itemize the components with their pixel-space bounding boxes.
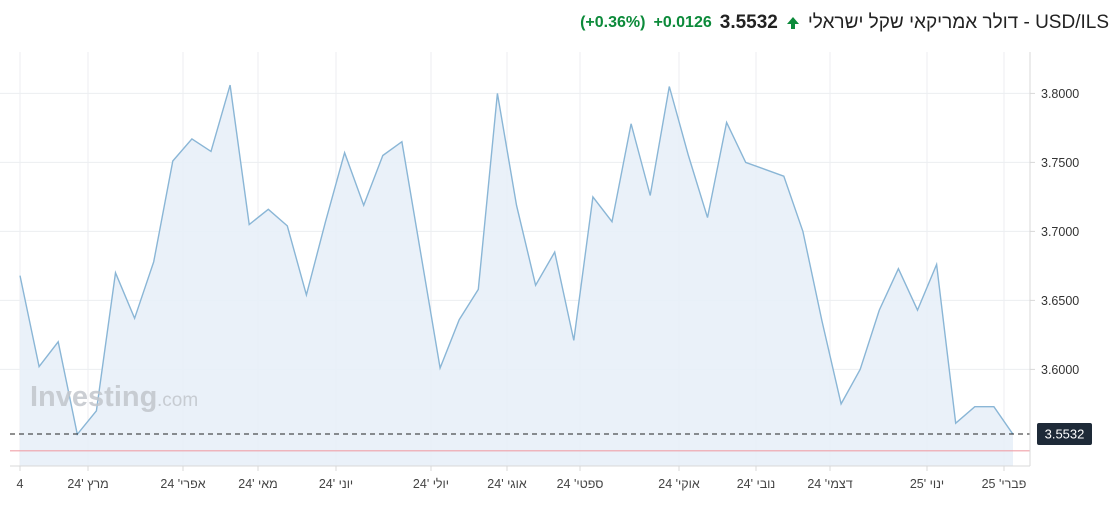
- x-tick-label: ינוי '25: [910, 477, 944, 491]
- x-tick-label: דצמי' 24: [807, 477, 852, 491]
- x-tick-label: אפרי' 24: [160, 477, 205, 491]
- current-price-tag: 3.5532: [1037, 422, 1092, 445]
- y-tick-label: 3.6500: [1041, 294, 1079, 308]
- x-tick-label: 4: [17, 477, 24, 491]
- x-tick-label: נובי '24: [737, 477, 776, 491]
- x-tick-label: פברי' 25: [982, 477, 1027, 491]
- y-axis: 3.6000 3.6500 3.7000 3.7500 3.8000: [1029, 52, 1079, 466]
- price-area-fill: [20, 85, 1013, 466]
- current-price-tag-label: 3.5532: [1045, 426, 1085, 441]
- watermark-brand: Investing: [30, 381, 157, 413]
- y-tick-label: 3.8000: [1041, 87, 1079, 101]
- y-tick-label: 3.6000: [1041, 363, 1079, 377]
- x-tick-label: מרץ '24: [67, 477, 108, 491]
- x-tick-label: יוני '24: [319, 477, 353, 491]
- price-change: +0.0126: [653, 14, 712, 31]
- x-tick-label: מאי '24: [238, 477, 277, 491]
- x-axis: 4 מרץ '24 אפרי' 24 מאי '24 יוני '24 יולי '24 א…: [10, 465, 1030, 491]
- y-tick-label: 3.7500: [1041, 156, 1079, 170]
- x-tick-label: ספטי' 24: [557, 477, 604, 491]
- x-tick-label: אוקי' 24: [658, 477, 700, 491]
- price-change-percent: (+0.36%): [580, 14, 646, 31]
- y-tick-label: 3.7000: [1041, 225, 1079, 239]
- arrow-up-icon: [786, 17, 799, 29]
- current-price-tag-box: [1037, 422, 1092, 445]
- price-series-line: [19, 84, 1014, 436]
- instrument-title: USD/ILS - דולר אמריקאי שקל ישראלי: [807, 12, 1109, 33]
- last-price: 3.5532: [719, 12, 778, 33]
- watermark-suffix: .com: [157, 390, 198, 411]
- investing-watermark-logo: Investing .com: [30, 381, 198, 413]
- chart-header: USD/ILS - דולר אמריקאי שקל ישראלי 3.5532…: [580, 10, 1109, 36]
- x-tick-label: יולי '24: [413, 477, 449, 491]
- x-tick-label: אוגי '24: [487, 477, 527, 491]
